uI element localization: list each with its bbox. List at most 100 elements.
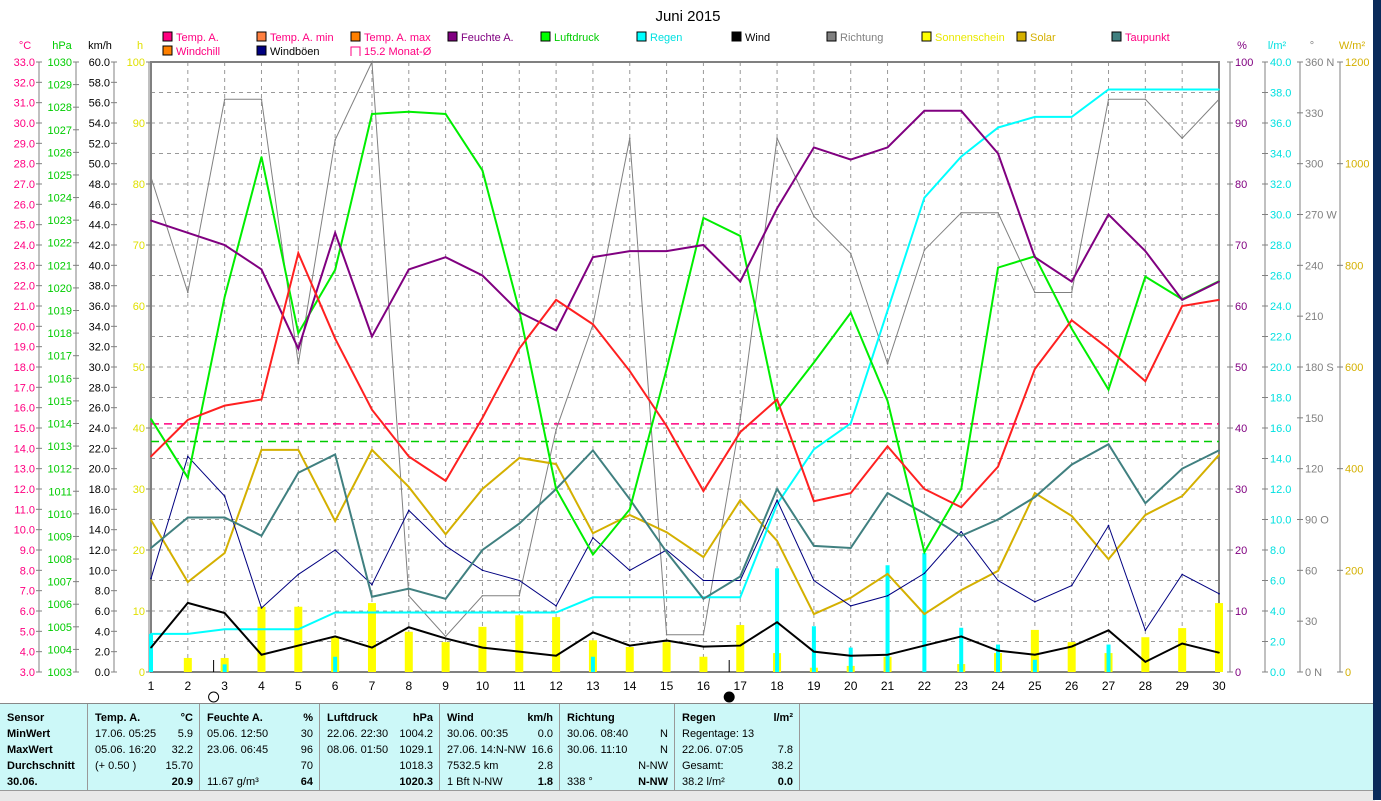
data-point	[444, 480, 447, 482]
data-point	[665, 531, 668, 534]
data-point	[849, 311, 852, 314]
axis-tick-label-degC: 9.0	[20, 545, 35, 557]
data-point	[776, 409, 778, 411]
data-point	[260, 607, 263, 609]
data-point	[1144, 661, 1147, 663]
table-cell: N-NW	[638, 760, 668, 772]
axis-tick-label-hPa: 1003	[48, 667, 72, 679]
axis-tick-label-degC: 17.0	[14, 382, 35, 394]
data-point	[1144, 514, 1147, 516]
table-cell: Durchschnitt	[7, 760, 75, 772]
data-point	[886, 309, 889, 312]
rain-daily-bar	[848, 647, 853, 672]
data-point	[923, 572, 926, 575]
axis-tick-label-pct: 40	[1235, 423, 1247, 435]
axis-tick-label-lm2: 24.0	[1270, 301, 1291, 313]
data-point	[223, 495, 226, 497]
axis-tick-label-hPa: 1009	[48, 531, 72, 543]
data-point	[481, 274, 484, 277]
table-cell: 23.06. 06:45	[207, 744, 269, 756]
data-point	[776, 503, 778, 506]
table-cell: 05.06. 16:20	[95, 744, 157, 756]
sunshine-bar	[331, 637, 340, 672]
axis-tick-label-degC: 18.0	[14, 362, 35, 374]
data-point	[1181, 467, 1183, 470]
data-point	[960, 530, 963, 533]
axis-tick-label-kmh: 2.0	[95, 647, 110, 659]
data-point	[371, 449, 373, 451]
axis-tick-label-kmh: 54.0	[89, 118, 110, 130]
axis-tick-label-degC: 21.0	[14, 301, 35, 313]
table-column-sensor: Sensor MinWert MaxWert Durchschnitt 30.06.	[0, 704, 88, 791]
table-cell: Luftdruck	[327, 712, 378, 724]
axis-tick-label-hPa: 1016	[48, 373, 72, 385]
table-cell: 0.0	[537, 728, 553, 740]
data-point	[886, 573, 889, 575]
data-point	[297, 252, 300, 254]
axis-tick-label-kmh: 18.0	[89, 484, 110, 496]
sunshine-bar	[1067, 642, 1076, 672]
x-tick-label: 11	[513, 679, 526, 693]
data-point	[187, 476, 189, 479]
axis-tick-label-h: 20	[133, 545, 145, 557]
data-point	[481, 169, 484, 172]
data-point	[518, 522, 521, 525]
table-cell: 1018.3	[399, 760, 433, 772]
legend-label: Feuchte A.	[461, 32, 514, 44]
axis-tick-label-deg: 150	[1305, 413, 1323, 425]
data-point	[702, 556, 705, 558]
axis-tick-label-kmh: 14.0	[89, 525, 110, 537]
data-point	[665, 250, 668, 252]
data-point	[223, 516, 226, 519]
data-point	[1107, 88, 1110, 91]
data-point	[923, 512, 926, 515]
axis-tick-label-degC: 31.0	[14, 98, 35, 110]
table-cell: Sensor	[7, 712, 45, 724]
table-cell: 30.06. 11:10	[567, 744, 628, 756]
data-point	[592, 553, 594, 556]
data-point	[739, 235, 742, 237]
axis-tick-label-hPa: 1022	[48, 238, 72, 250]
data-point	[1107, 443, 1110, 446]
x-tick-label: 7	[369, 679, 376, 693]
legend-label: 15.2 Monat-Ø	[364, 46, 432, 58]
data-point	[187, 602, 189, 604]
data-point	[960, 110, 963, 112]
axis-tick-label-deg: 120	[1305, 464, 1323, 476]
x-tick-label: 14	[623, 679, 637, 693]
x-tick-label: 28	[1139, 679, 1153, 693]
data-point	[518, 650, 521, 653]
legend-swatch-outline	[350, 46, 361, 56]
table-cell: 96	[300, 744, 313, 756]
data-point	[1218, 98, 1220, 101]
data-point	[592, 449, 594, 452]
axis-tick-label-hPa: 1011	[48, 486, 72, 498]
series-solar	[150, 448, 1220, 616]
data-point	[665, 633, 668, 636]
axis-tick-label-hPa: 1018	[48, 328, 72, 340]
data-point	[555, 299, 557, 301]
data-point	[481, 646, 484, 649]
data-point	[1107, 347, 1110, 350]
data-point	[886, 400, 889, 402]
axis-tick-label-lm2: 2.0	[1270, 637, 1285, 649]
full-moon-icon	[208, 691, 220, 703]
axis-tick-label-deg: 210	[1305, 311, 1323, 323]
series-windb-en	[150, 455, 1220, 632]
sunshine-bar	[588, 640, 597, 672]
axis-tick-label-kmh: 26.0	[89, 403, 110, 415]
data-point	[1144, 275, 1147, 278]
data-point	[1181, 137, 1183, 140]
data-point	[813, 500, 815, 503]
table-cell: 1029.1	[399, 744, 433, 756]
legend-label: Temp. A. max	[364, 32, 431, 44]
data-point	[555, 428, 557, 431]
data-point	[518, 311, 521, 313]
data-point	[334, 139, 336, 141]
axis-tick-label-pct: 90	[1235, 118, 1247, 130]
sunshine-bar	[367, 603, 376, 672]
table-cell: 1.8	[537, 776, 553, 788]
axis-tick-label-hPa: 1029	[48, 80, 72, 92]
axis-tick-label-hPa: 1021	[48, 260, 72, 272]
data-point	[1107, 558, 1110, 560]
